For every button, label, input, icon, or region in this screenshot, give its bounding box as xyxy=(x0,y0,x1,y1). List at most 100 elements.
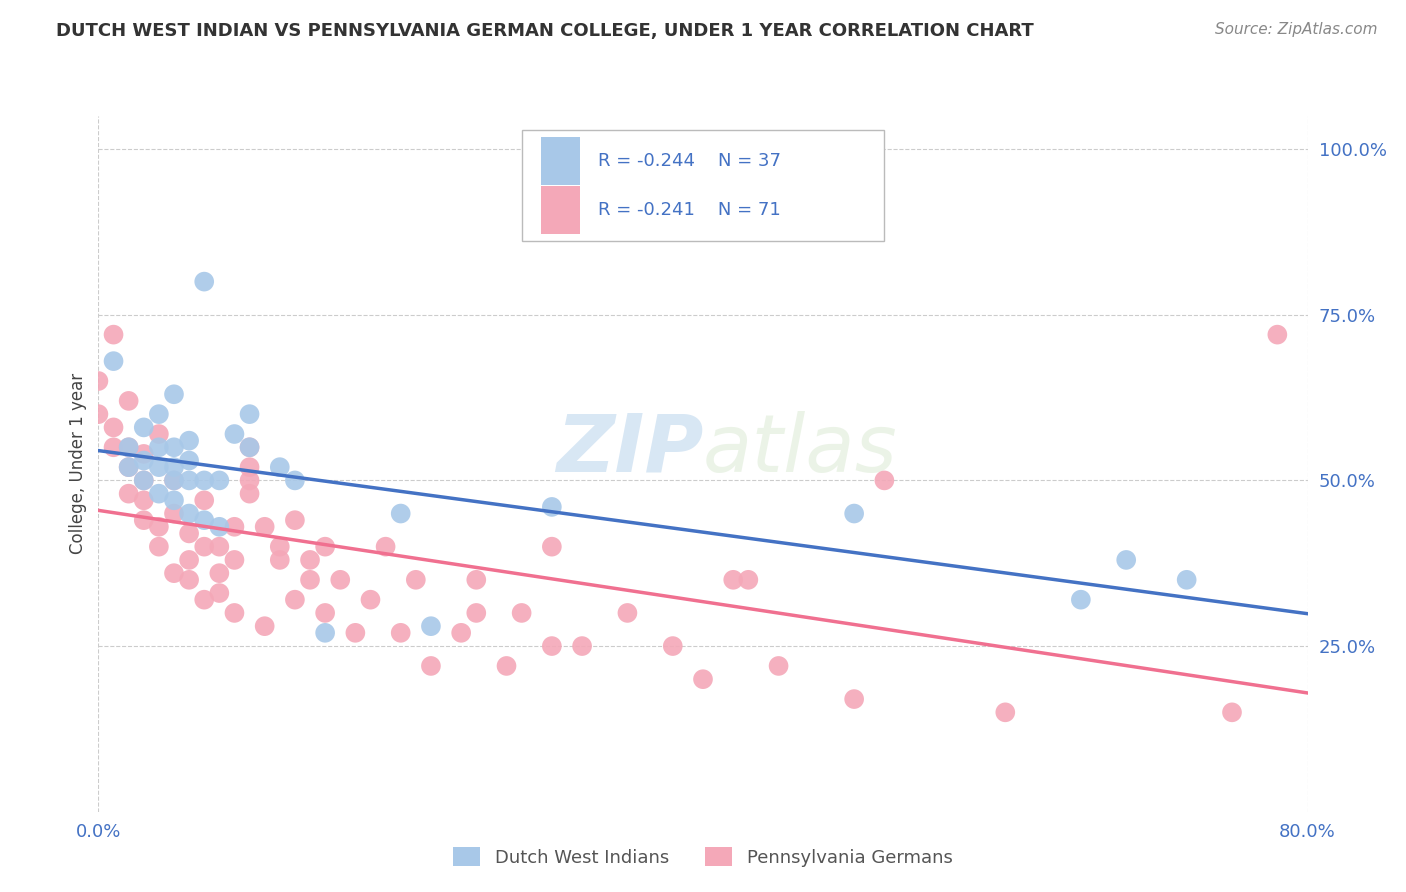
Point xyxy=(269,553,291,567)
Point xyxy=(540,500,562,514)
Text: atlas: atlas xyxy=(703,411,898,489)
Point xyxy=(224,520,246,534)
Point xyxy=(844,507,866,521)
Text: DUTCH WEST INDIAN VS PENNSYLVANIA GERMAN COLLEGE, UNDER 1 YEAR CORRELATION CHART: DUTCH WEST INDIAN VS PENNSYLVANIA GERMAN… xyxy=(56,22,1033,40)
Point xyxy=(239,460,262,475)
Point xyxy=(148,486,170,500)
Point xyxy=(163,387,186,401)
Point xyxy=(208,474,231,488)
Point xyxy=(224,427,246,442)
Point xyxy=(132,513,155,527)
Point xyxy=(389,625,412,640)
Point xyxy=(1175,573,1198,587)
Point xyxy=(87,407,110,421)
Text: R = -0.244    N = 37: R = -0.244 N = 37 xyxy=(598,152,780,170)
Point xyxy=(132,474,155,488)
Point xyxy=(224,606,246,620)
Point xyxy=(495,659,517,673)
Point xyxy=(163,474,186,488)
Point xyxy=(208,586,231,600)
Point xyxy=(87,374,110,388)
Point xyxy=(163,440,186,454)
Point xyxy=(540,639,562,653)
Point xyxy=(374,540,396,554)
Point xyxy=(208,520,231,534)
Point xyxy=(179,526,201,541)
Point xyxy=(269,460,291,475)
Point xyxy=(389,507,412,521)
Point xyxy=(420,619,443,633)
Point xyxy=(118,486,141,500)
Point xyxy=(873,474,896,488)
Point xyxy=(239,486,262,500)
Point xyxy=(179,573,201,587)
Point xyxy=(314,606,336,620)
Point xyxy=(132,474,155,488)
Point xyxy=(193,513,215,527)
Point xyxy=(450,625,472,640)
Point xyxy=(284,592,307,607)
Point xyxy=(103,354,125,368)
Point xyxy=(193,592,215,607)
Point xyxy=(299,573,322,587)
Point xyxy=(179,434,201,448)
Point xyxy=(692,672,714,686)
Point xyxy=(179,474,201,488)
Point xyxy=(103,420,125,434)
Text: ZIP: ZIP xyxy=(555,411,703,489)
Point xyxy=(208,566,231,581)
Point xyxy=(193,474,215,488)
Text: R = -0.241    N = 71: R = -0.241 N = 71 xyxy=(598,201,780,219)
Point xyxy=(737,573,759,587)
Point xyxy=(132,493,155,508)
Point xyxy=(179,507,201,521)
Y-axis label: College, Under 1 year: College, Under 1 year xyxy=(69,373,87,555)
Point xyxy=(118,460,141,475)
Point xyxy=(239,440,262,454)
Point xyxy=(118,440,141,454)
Point xyxy=(179,453,201,467)
Point xyxy=(768,659,790,673)
Point xyxy=(299,553,322,567)
Point xyxy=(420,659,443,673)
FancyBboxPatch shape xyxy=(522,130,884,241)
Point xyxy=(405,573,427,587)
Point xyxy=(148,540,170,554)
Point xyxy=(1070,592,1092,607)
Text: Source: ZipAtlas.com: Source: ZipAtlas.com xyxy=(1215,22,1378,37)
Point xyxy=(1220,706,1243,720)
Legend: Dutch West Indians, Pennsylvania Germans: Dutch West Indians, Pennsylvania Germans xyxy=(446,840,960,874)
Point xyxy=(616,606,638,620)
Point xyxy=(179,553,201,567)
Point xyxy=(208,540,231,554)
Point xyxy=(994,706,1017,720)
Point xyxy=(239,407,262,421)
Point xyxy=(360,592,382,607)
Point xyxy=(465,606,488,620)
Point xyxy=(314,540,336,554)
Point xyxy=(148,407,170,421)
Point xyxy=(103,327,125,342)
Point xyxy=(163,566,186,581)
Point xyxy=(224,553,246,567)
Point xyxy=(571,639,593,653)
Point xyxy=(662,639,685,653)
Point xyxy=(193,493,215,508)
Point xyxy=(253,520,276,534)
Point xyxy=(193,540,215,554)
FancyBboxPatch shape xyxy=(541,186,579,235)
Point xyxy=(239,440,262,454)
Point xyxy=(253,619,276,633)
Point xyxy=(284,513,307,527)
Point xyxy=(269,540,291,554)
Point xyxy=(132,447,155,461)
Point xyxy=(1115,553,1137,567)
Point xyxy=(284,474,307,488)
Point xyxy=(163,460,186,475)
Point xyxy=(118,460,141,475)
Point xyxy=(329,573,352,587)
Point xyxy=(132,453,155,467)
Point xyxy=(1267,327,1289,342)
Point xyxy=(314,625,336,640)
Point xyxy=(148,440,170,454)
